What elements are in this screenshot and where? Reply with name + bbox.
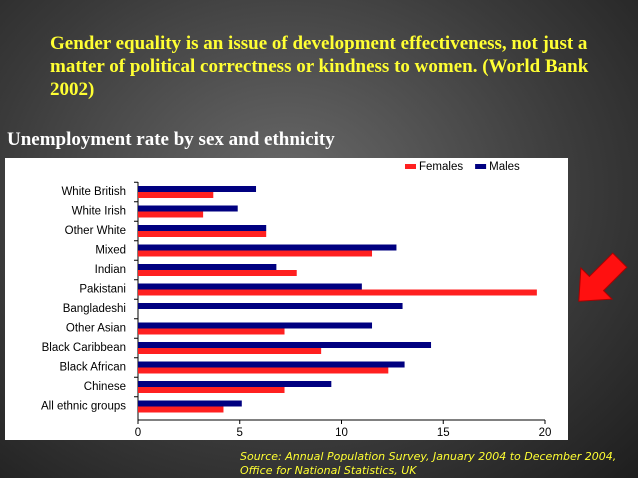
- x-tick-label: 0: [135, 427, 141, 439]
- y-tick-label: White British: [61, 186, 126, 198]
- y-tick-label: Black Caribbean: [42, 342, 126, 354]
- source: Source: Annual Population Survey, Januar…: [240, 450, 617, 477]
- y-tick-label: Chinese: [84, 381, 126, 393]
- bar: [138, 303, 403, 309]
- chart-area: [5, 158, 568, 440]
- bar: [138, 381, 332, 387]
- y-tick-label: Other White: [65, 225, 126, 237]
- legend-label: Females: [419, 161, 463, 173]
- bar: [138, 225, 267, 231]
- bar: [138, 322, 373, 329]
- bar: [138, 348, 322, 354]
- y-tick-label: Other Asian: [66, 323, 126, 335]
- bar: [138, 192, 214, 198]
- x-tick-label: 15: [437, 427, 450, 439]
- bar: [138, 211, 204, 218]
- heading: Unemployment rate by sex and ethnicity: [7, 129, 335, 150]
- bar: [138, 270, 297, 276]
- bar: [138, 342, 432, 348]
- bar: [138, 283, 362, 290]
- y-tick-label: Pakistani: [79, 284, 126, 296]
- x-tick-label: 10: [335, 427, 348, 439]
- y-tick-label: White Irish: [72, 206, 126, 218]
- bar: [138, 328, 285, 335]
- bar: [138, 406, 224, 413]
- y-tick-label: Bangladeshi: [63, 303, 126, 315]
- arrow: [578, 252, 628, 302]
- bar: [138, 244, 397, 251]
- bar: [138, 400, 242, 407]
- quote: Gender equality is an issue of developme…: [50, 33, 589, 100]
- bar: [138, 186, 257, 192]
- bar: [138, 361, 405, 368]
- bar: [138, 289, 537, 296]
- bar: [138, 387, 285, 393]
- bar: [138, 367, 389, 374]
- x-tick-label: 20: [539, 427, 552, 439]
- y-tick-label: Black African: [60, 362, 126, 374]
- y-tick-label: Indian: [95, 264, 126, 276]
- bar: [138, 205, 238, 212]
- bar: [138, 250, 373, 257]
- bar: [138, 264, 277, 270]
- legend-label: Males: [489, 161, 520, 173]
- legend-swatch: [475, 164, 487, 169]
- x-tick-label: 5: [237, 427, 243, 439]
- y-tick-label: Mixed: [95, 245, 126, 257]
- bar: [138, 231, 267, 237]
- legend-swatch: [405, 164, 416, 169]
- y-tick-label: All ethnic groups: [41, 401, 126, 413]
